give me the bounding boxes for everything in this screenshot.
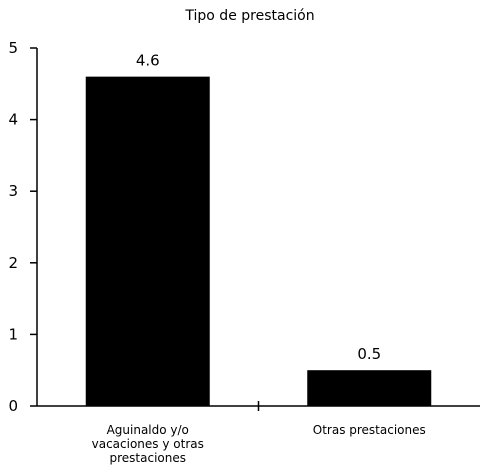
y-tick-label: 4 [8, 111, 18, 129]
chart-title: Tipo de prestación [184, 8, 314, 24]
category-labels: Aguinaldo y/o vacaciones y otras prestacio… [92, 423, 426, 465]
x-category-label: Otras prestaciones [313, 423, 426, 437]
y-tick-label: 3 [8, 182, 18, 200]
y-tick-label: 0 [8, 397, 18, 415]
y-tick-label: 2 [8, 254, 18, 272]
bars [85, 76, 432, 406]
y-tick-label: 5 [8, 39, 18, 57]
y-axis: 0 1 2 3 4 5 [8, 39, 38, 415]
data-labels: 4.6 0.5 [136, 52, 381, 364]
data-label: 0.5 [357, 345, 381, 363]
y-tick-label: 1 [8, 325, 18, 343]
x-category-label: Aguinaldo y/o vacaciones y otras prestacio… [92, 423, 204, 465]
bar [85, 76, 210, 406]
bar [307, 370, 432, 406]
data-label: 4.6 [136, 52, 160, 70]
